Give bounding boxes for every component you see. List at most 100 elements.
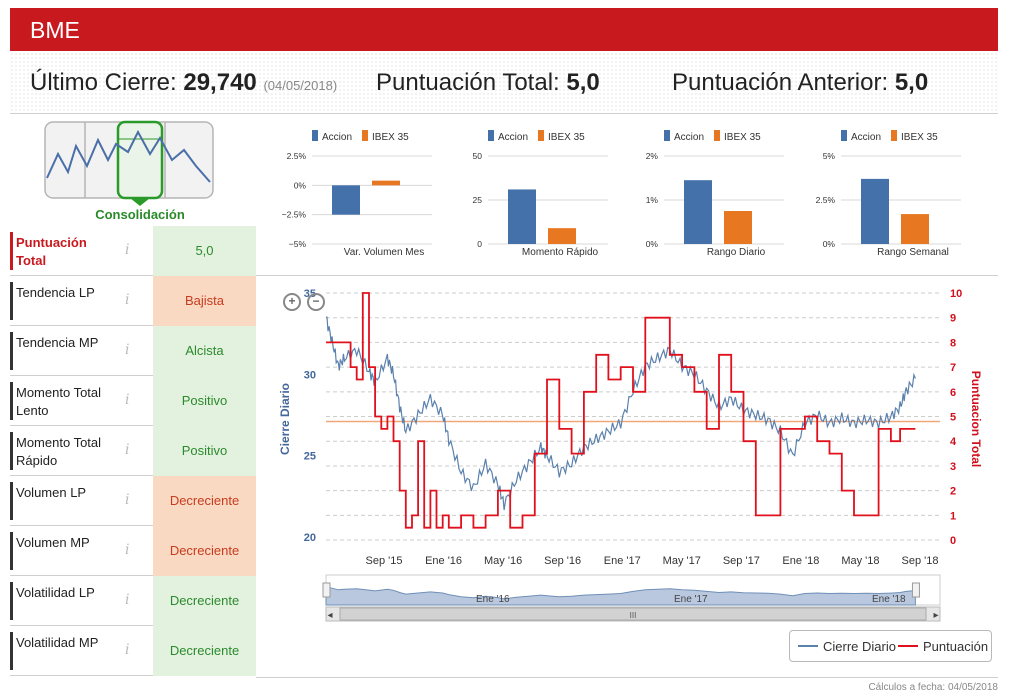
legend-item-ibex[interactable]: IBEX 35 <box>714 130 761 143</box>
x-tick-label: May '16 <box>484 555 522 567</box>
legend-item-ibex[interactable]: IBEX 35 <box>538 130 585 143</box>
y2-tick-label: 9 <box>950 313 956 325</box>
legend-item-accion[interactable]: Accion <box>841 130 881 143</box>
swatch <box>714 130 721 141</box>
legend-label: IBEX 35 <box>901 132 938 143</box>
swatch <box>488 130 494 141</box>
info-icon[interactable]: i <box>125 642 130 658</box>
y-tick-label: 25 <box>304 451 316 463</box>
bar-ibex[interactable] <box>901 214 929 244</box>
info-icon[interactable]: i <box>125 442 130 458</box>
bar-accion[interactable] <box>684 180 712 244</box>
mini-chart: Accion IBEX 35 2.5% 0% −2.5% −5% Var. Volumen … <box>276 124 452 269</box>
total-score-label: Puntuación Total: <box>376 69 560 96</box>
legend-close[interactable]: Cierre Diario <box>798 639 896 654</box>
y2-tick-label: 3 <box>950 461 956 473</box>
legend-item-ibex[interactable]: IBEX 35 <box>362 130 409 143</box>
close-price-line[interactable] <box>325 316 916 511</box>
criterion-value: Positivo <box>153 426 256 476</box>
mini-chart-title: Momento Rápido <box>521 247 599 258</box>
last-close: Último Cierre: 29,740 (04/05/2018) <box>30 69 337 97</box>
legend-item-ibex[interactable]: IBEX 35 <box>891 130 938 143</box>
scrollbar-grip[interactable]: III <box>630 611 637 620</box>
criterion-row: Volumen LP i Decreciente <box>10 476 256 526</box>
info-icon[interactable]: i <box>125 292 130 308</box>
y2-tick-label: 8 <box>950 337 956 349</box>
x-tick-label: Ene '16 <box>425 555 462 567</box>
criterion-value: Positivo <box>153 376 256 426</box>
y-tick-label: −2.5% <box>282 210 307 220</box>
y-tick-label: 0 <box>477 239 482 249</box>
bar-accion[interactable] <box>332 185 360 215</box>
row-marker <box>10 632 13 670</box>
mini-chart: Accion IBEX 35 50 25 0 Momento Rápido <box>452 124 628 269</box>
y-tick-label: 0% <box>294 180 307 190</box>
y-tick-label: 1% <box>646 195 659 205</box>
swatch <box>538 130 545 141</box>
legend-item-accion[interactable]: Accion <box>312 130 352 143</box>
navigator-label: Ene '17 <box>674 594 708 605</box>
bar-ibex[interactable] <box>548 228 576 244</box>
row-marker <box>10 432 13 470</box>
mini-chart-title: Rango Diario <box>706 247 766 258</box>
info-icon[interactable]: i <box>125 492 130 508</box>
swatch <box>891 130 898 141</box>
row-marker <box>10 382 13 420</box>
y-tick-label: 0% <box>823 239 836 249</box>
scrollbar-thumb[interactable] <box>339 607 927 621</box>
criterion-label: Puntuación Total <box>16 235 87 268</box>
criterion-row: Momento Total Rápido i Positivo <box>10 426 256 476</box>
y-axis-title: Cierre Diario <box>278 383 292 455</box>
zoom-out-icon[interactable]: − <box>307 293 325 311</box>
zoom-in-icon[interactable]: + <box>283 293 301 311</box>
y-tick-label: −5% <box>289 239 307 249</box>
info-icon[interactable]: i <box>125 342 130 358</box>
criterion-label: Momento Total Lento <box>16 385 102 418</box>
mini-legend: Accion IBEX 35 <box>841 130 948 143</box>
criterion-label: Momento Total Rápido <box>16 435 102 468</box>
criterion-value: 5,0 <box>153 226 256 276</box>
navigator-handle[interactable] <box>911 582 920 598</box>
trend-phase-widget: Consolidación <box>10 116 256 226</box>
chart-legend: Cierre Diario Puntuación <box>789 630 992 662</box>
y-tick-label: 2% <box>646 151 659 161</box>
footer: Cálculos a fecha: 04/05/2018 <box>256 677 998 699</box>
criterion-label: Volatilidad LP <box>16 585 95 600</box>
legend-close-swatch <box>798 645 818 647</box>
bar-ibex[interactable] <box>372 180 400 186</box>
legend-item-accion[interactable]: Accion <box>664 130 704 143</box>
info-icon[interactable]: i <box>125 542 130 558</box>
y2-tick-label: 1 <box>950 510 956 522</box>
comparison-charts: Accion IBEX 35 2.5% 0% −2.5% −5% Var. Volumen … <box>256 116 998 276</box>
criterion-label: Volumen MP <box>16 535 90 550</box>
score-step-line[interactable] <box>326 292 916 529</box>
y2-tick-label: 6 <box>950 387 956 399</box>
row-marker <box>10 582 13 620</box>
swatch <box>664 130 670 141</box>
previous-score: Puntuación Anterior: 5,0 <box>672 69 928 97</box>
criterion-value: Decreciente <box>153 626 256 676</box>
bar-ibex[interactable] <box>724 211 752 244</box>
x-tick-label: Sep '16 <box>544 555 581 567</box>
legend-score[interactable]: Puntuación <box>898 639 988 654</box>
mini-chart-svg: 5% 2.5% 0% <box>816 151 961 249</box>
scroll-right-icon[interactable]: ▸ <box>933 610 938 621</box>
info-icon[interactable]: i <box>125 392 130 408</box>
legend-item-accion[interactable]: Accion <box>488 130 528 143</box>
x-tick-label: May '18 <box>841 555 879 567</box>
navigator-label: Ene '18 <box>872 594 906 605</box>
x-tick-label: Sep '17 <box>723 555 760 567</box>
mini-chart: Accion IBEX 35 5% 2.5% 0% Rango Semanal <box>805 124 981 269</box>
criterion-row: Volumen MP i Decreciente <box>10 526 256 576</box>
last-close-value: 29,740 <box>183 69 257 96</box>
bar-accion[interactable] <box>508 189 536 244</box>
previous-score-label: Puntuación Anterior: <box>672 69 889 96</box>
info-icon[interactable]: i <box>125 242 130 258</box>
mini-chart-svg: 2% 1% 0% <box>646 151 784 249</box>
previous-score-value: 5,0 <box>894 69 929 96</box>
info-icon[interactable]: i <box>125 592 130 608</box>
scroll-left-icon[interactable]: ◂ <box>327 610 332 621</box>
navigator-handle[interactable] <box>322 582 331 598</box>
bar-accion[interactable] <box>861 178 889 244</box>
y-tick-label: 20 <box>304 532 316 544</box>
